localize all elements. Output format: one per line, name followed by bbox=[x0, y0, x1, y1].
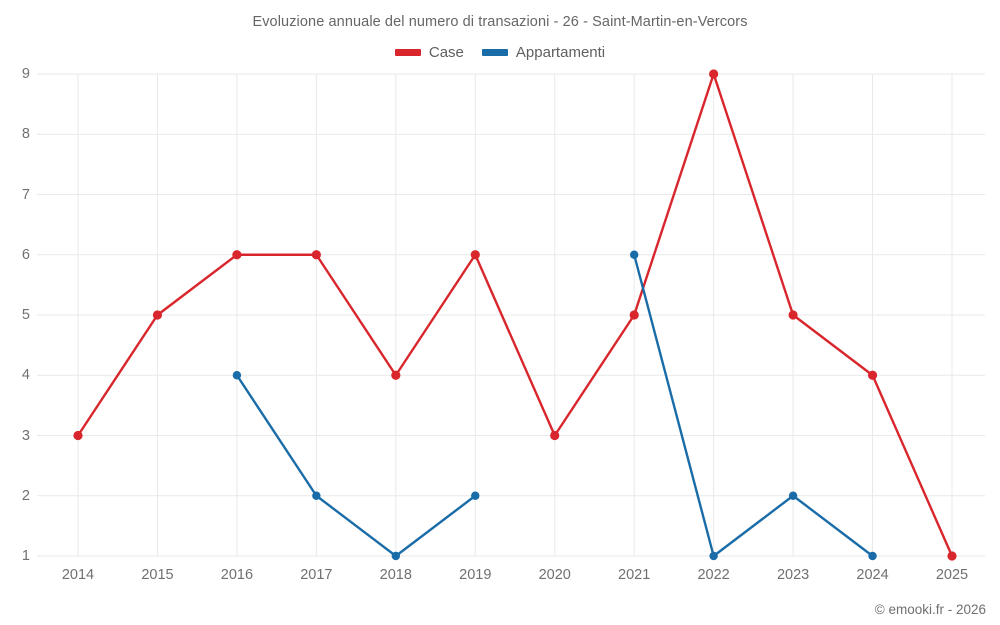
x-axis-tick-label: 2020 bbox=[538, 567, 571, 583]
data-point-appartamenti[interactable] bbox=[788, 491, 798, 500]
y-axis-tick-label: 1 bbox=[21, 547, 30, 564]
chart-credit: © emooki.fr - 2026 bbox=[874, 602, 986, 617]
data-point-appartamenti[interactable] bbox=[471, 491, 480, 500]
x-axis-tick-label: 2024 bbox=[856, 567, 889, 583]
y-axis-tick-label: 3 bbox=[21, 427, 30, 444]
x-axis-tick-label: 2021 bbox=[618, 567, 651, 583]
data-point-case[interactable] bbox=[709, 69, 719, 79]
y-axis-tick-labels: 1 2 3 4 5 6 7 8 9 bbox=[0, 0, 30, 625]
data-point-case[interactable] bbox=[470, 250, 480, 260]
data-point-case[interactable] bbox=[152, 310, 163, 320]
x-axis-tick-label: 2025 bbox=[935, 567, 969, 583]
data-point-case[interactable] bbox=[867, 370, 878, 380]
data-point-case[interactable] bbox=[629, 310, 639, 320]
y-axis-tick-label: 2 bbox=[21, 487, 30, 504]
data-point-case[interactable] bbox=[550, 430, 560, 441]
data-point-appartamenti[interactable] bbox=[868, 551, 877, 561]
data-point-case[interactable] bbox=[947, 551, 957, 561]
y-axis-tick-label: 7 bbox=[21, 186, 30, 203]
data-point-appartamenti[interactable] bbox=[232, 371, 242, 380]
series-line-case bbox=[76, 72, 954, 558]
x-axis-tick-label: 2018 bbox=[379, 567, 412, 583]
data-series-layer bbox=[73, 69, 957, 561]
legend-label-appartamenti: Appartamenti bbox=[515, 44, 606, 61]
x-axis-tick-label: 2022 bbox=[697, 567, 730, 583]
chart-legend: Case Appartamenti bbox=[0, 44, 1000, 61]
chart-title: Evoluzione annuale del numero di transaz… bbox=[252, 14, 748, 30]
x-axis-tick-label: 2015 bbox=[141, 567, 174, 583]
data-point-case[interactable] bbox=[311, 250, 321, 260]
legend-label-case: Case bbox=[428, 44, 464, 61]
x-axis-tick-label: 2014 bbox=[61, 567, 95, 583]
x-axis-tick-label: 2016 bbox=[220, 567, 254, 583]
legend-item-appartamenti[interactable]: Appartamenti bbox=[481, 44, 606, 61]
data-point-case[interactable] bbox=[391, 370, 401, 380]
x-axis-tick-label: 2017 bbox=[300, 567, 333, 583]
y-axis-tick-label: 9 bbox=[21, 65, 30, 82]
x-axis-tick-label: 2023 bbox=[776, 567, 810, 583]
y-axis-tick-label: 4 bbox=[21, 367, 30, 383]
x-axis-tick-label: 2019 bbox=[459, 567, 492, 583]
data-point-case[interactable] bbox=[788, 310, 798, 320]
data-point-appartamenti[interactable] bbox=[709, 551, 718, 561]
legend-item-case[interactable]: Case bbox=[394, 44, 464, 61]
legend-swatch-appartamenti bbox=[481, 49, 508, 56]
data-point-case[interactable] bbox=[232, 250, 242, 260]
gridlines bbox=[37, 73, 985, 557]
legend-swatch-case bbox=[394, 49, 421, 56]
y-axis-tick-label: 5 bbox=[21, 306, 30, 323]
data-point-appartamenti[interactable] bbox=[391, 551, 401, 561]
y-axis-tick-label: 8 bbox=[21, 126, 30, 142]
data-point-case[interactable] bbox=[73, 430, 83, 441]
data-point-appartamenti[interactable] bbox=[629, 250, 639, 259]
data-point-appartamenti[interactable] bbox=[312, 491, 321, 500]
y-axis-tick-label: 6 bbox=[21, 246, 30, 263]
series-line-appartamenti bbox=[632, 253, 874, 558]
series-line-appartamenti bbox=[235, 374, 477, 558]
